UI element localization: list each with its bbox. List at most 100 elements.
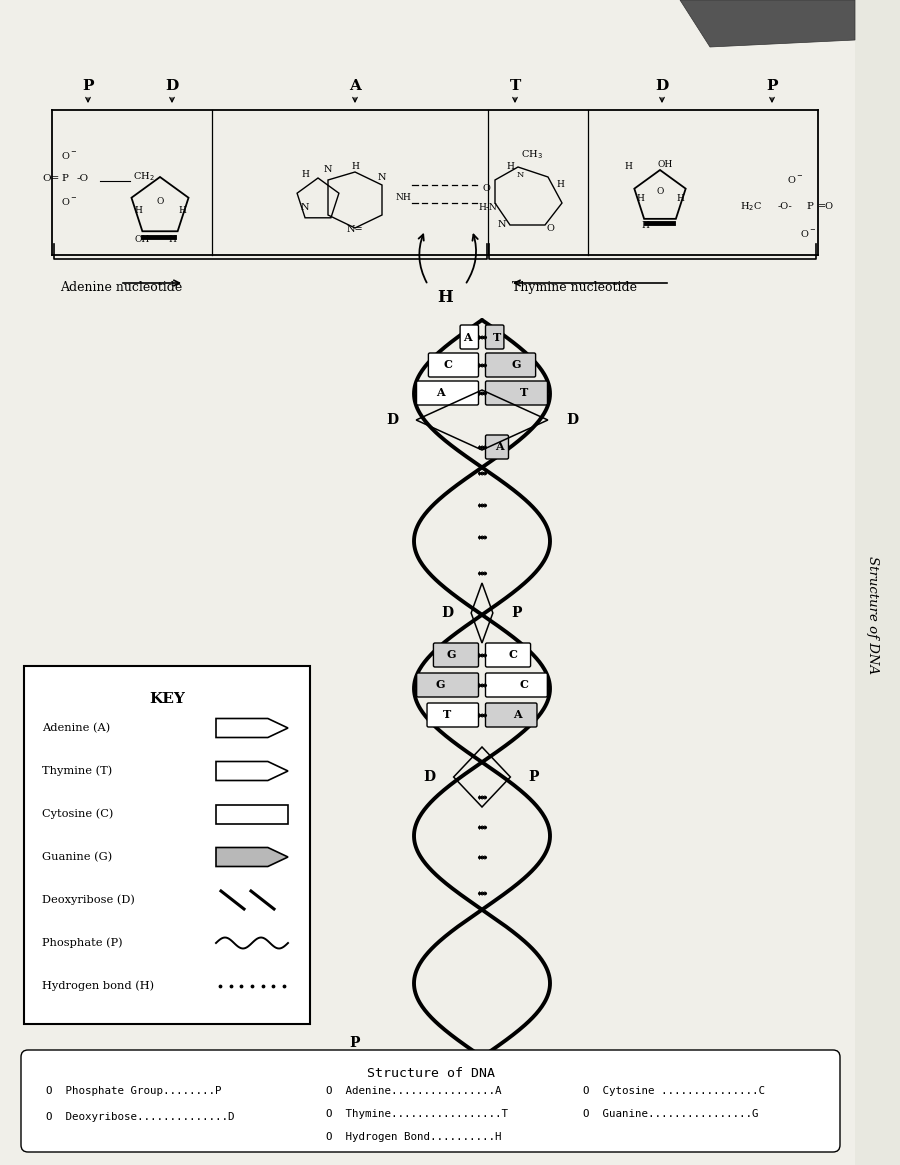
Text: :::: ::: [478, 711, 486, 720]
Text: CH$_3$: CH$_3$ [521, 148, 543, 161]
Text: H: H [556, 181, 564, 189]
Text: Thymine nucleotide: Thymine nucleotide [512, 281, 637, 294]
Text: Guanine (G): Guanine (G) [42, 852, 112, 862]
FancyBboxPatch shape [417, 381, 479, 405]
FancyBboxPatch shape [0, 0, 855, 1165]
Text: H: H [636, 195, 644, 203]
Polygon shape [216, 847, 288, 867]
Text: O  Deoxyribose..............D: O Deoxyribose..............D [46, 1113, 235, 1122]
Text: OH: OH [134, 235, 149, 243]
FancyBboxPatch shape [417, 673, 479, 697]
Text: -79-: -79- [415, 1141, 445, 1155]
Text: :::: ::: [478, 680, 486, 690]
Text: D: D [566, 414, 578, 428]
Text: T: T [519, 388, 527, 398]
Text: NH: NH [395, 193, 410, 202]
Text: OH: OH [657, 160, 672, 169]
Text: H: H [624, 162, 632, 171]
Text: G: G [446, 650, 455, 661]
Text: :::: ::: [478, 822, 486, 832]
Text: D: D [386, 414, 398, 428]
Text: Adenine nucleotide: Adenine nucleotide [59, 281, 182, 294]
Text: :::: ::: [478, 532, 486, 542]
Text: Phosphate (P): Phosphate (P) [42, 938, 122, 948]
Text: :::: ::: [478, 501, 486, 509]
Text: :::: ::: [478, 889, 486, 897]
Text: N: N [517, 171, 524, 179]
Text: H: H [134, 206, 142, 216]
FancyBboxPatch shape [24, 666, 310, 1024]
Text: D: D [166, 79, 178, 93]
Text: Thymine (T): Thymine (T) [42, 765, 112, 776]
Text: :::: ::: [478, 650, 486, 659]
FancyBboxPatch shape [216, 805, 288, 824]
Text: H$_2$C: H$_2$C [740, 200, 762, 213]
Text: P: P [61, 174, 68, 183]
FancyBboxPatch shape [434, 643, 479, 668]
Text: H: H [506, 162, 514, 171]
Text: G: G [436, 679, 446, 691]
Text: C: C [519, 679, 528, 691]
Text: H: H [351, 162, 359, 171]
FancyBboxPatch shape [460, 325, 479, 350]
Text: D: D [441, 606, 453, 620]
Text: O: O [157, 197, 164, 205]
Text: H: H [641, 221, 649, 230]
Text: H: H [676, 195, 684, 203]
FancyBboxPatch shape [485, 435, 508, 459]
Text: C: C [508, 650, 518, 661]
Text: Deoxyribose (D): Deoxyribose (D) [42, 895, 135, 905]
Text: P: P [82, 79, 94, 93]
Text: O=: O= [42, 174, 60, 183]
Text: Hydrogen bond (H): Hydrogen bond (H) [42, 981, 154, 991]
Text: Cytosine (C): Cytosine (C) [42, 809, 113, 819]
Text: :::: ::: [478, 443, 486, 452]
Text: KEY: KEY [149, 692, 184, 706]
Text: P: P [511, 606, 521, 620]
Text: A: A [349, 79, 361, 93]
Text: :::: ::: [478, 332, 486, 341]
Text: :::: ::: [478, 792, 486, 802]
Text: P: P [806, 202, 813, 211]
Text: H: H [302, 170, 309, 179]
Text: :::: ::: [478, 853, 486, 861]
Text: N: N [324, 165, 332, 174]
Text: A: A [513, 709, 521, 720]
Text: P: P [766, 79, 778, 93]
Polygon shape [680, 0, 855, 47]
Text: -O-: -O- [778, 202, 793, 211]
FancyBboxPatch shape [428, 353, 479, 377]
Text: O  Thymine.................T: O Thymine.................T [326, 1109, 508, 1120]
Text: O  Guanine................G: O Guanine................G [583, 1109, 759, 1120]
Text: C: C [444, 360, 452, 370]
FancyBboxPatch shape [427, 702, 479, 727]
Text: O$^-$: O$^-$ [800, 228, 816, 239]
Text: N: N [498, 220, 506, 230]
Text: H: H [178, 206, 186, 216]
Text: CH$_2$: CH$_2$ [133, 170, 155, 183]
FancyBboxPatch shape [485, 325, 504, 350]
Text: :::: ::: [478, 360, 486, 369]
Text: Adenine (A): Adenine (A) [42, 722, 110, 733]
Text: -O: -O [77, 174, 89, 183]
FancyBboxPatch shape [485, 643, 531, 668]
FancyBboxPatch shape [485, 702, 537, 727]
Text: O$^-$: O$^-$ [61, 196, 77, 207]
Text: A: A [495, 442, 504, 452]
FancyBboxPatch shape [485, 381, 547, 405]
Text: H: H [168, 235, 176, 243]
Text: A: A [436, 388, 445, 398]
Text: O  Cytosine ...............C: O Cytosine ...............C [583, 1086, 765, 1096]
Text: O: O [656, 188, 663, 197]
Text: O$^-$: O$^-$ [787, 174, 803, 185]
Text: G: G [511, 360, 521, 370]
Text: O  Phosphate Group........P: O Phosphate Group........P [46, 1086, 221, 1096]
Text: N: N [378, 172, 386, 182]
Text: P: P [350, 1036, 360, 1050]
FancyBboxPatch shape [485, 673, 547, 697]
Text: T: T [443, 709, 451, 720]
Text: Structure of DNA: Structure of DNA [866, 556, 878, 675]
Text: A: A [464, 332, 472, 343]
Text: P: P [528, 770, 539, 784]
Text: O  Hydrogen Bond..........H: O Hydrogen Bond..........H [326, 1132, 501, 1142]
